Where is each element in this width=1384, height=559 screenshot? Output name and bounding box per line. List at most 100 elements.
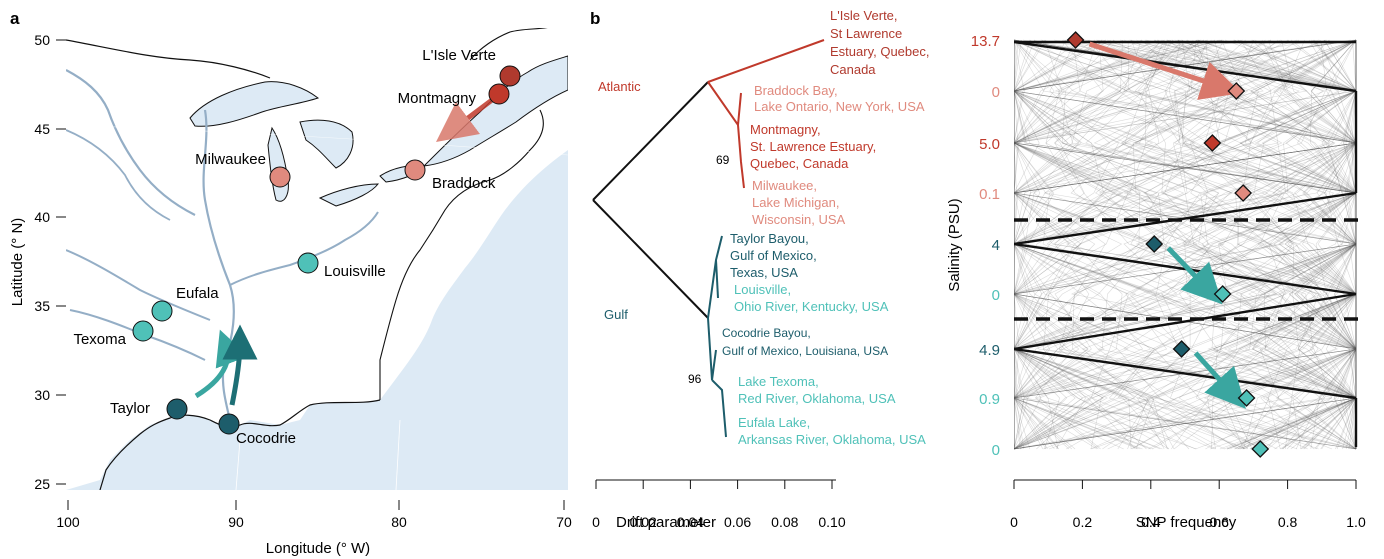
snp-x-tick: 0.2 (1073, 480, 1093, 530)
frequency-point (1237, 389, 1256, 407)
site-cocodrie[interactable]: Cocodrie (218, 413, 296, 447)
salinity-label: 0 (992, 442, 1000, 459)
river-platte (66, 129, 171, 221)
lon-tick: 90 (228, 500, 244, 530)
bootstrap-69: 69 (716, 153, 730, 167)
tick-label: 0.4 (1141, 514, 1161, 530)
coast-northeast (379, 28, 548, 400)
tick-label: 0 (1010, 514, 1018, 530)
svg-text:25: 25 (34, 476, 50, 492)
salinity-label: 4 (992, 237, 1000, 254)
svg-text:L'Isle Verte,: L'Isle Verte, (830, 8, 898, 23)
tip-label-louisville: Louisville, Ohio River, Kentucky, USA (734, 282, 889, 314)
border-north (66, 39, 271, 79)
river-ohio (229, 211, 379, 286)
site-label: Milwaukee (195, 151, 266, 168)
tree-x-axis: 0 0.02 0.04 0.06 0.08 0.10 (592, 479, 846, 530)
migration-arrow-gulf-2 (222, 324, 258, 406)
site-label: Louisville (324, 263, 386, 280)
tree-x-tick: 0.06 (724, 480, 751, 530)
site-label: Cocodrie (236, 430, 296, 447)
tick-label: 0.10 (818, 514, 845, 530)
allele-frequency-points (1066, 31, 1270, 458)
lat-tick: 40 (34, 209, 66, 225)
svg-text:Lake Texoma,: Lake Texoma, (738, 374, 819, 389)
lon-tick: 70 (556, 500, 572, 530)
shift-arrows (1088, 41, 1246, 409)
tip-label-eufala: Eufala Lake, Arkansas River, Oklahoma, U… (738, 415, 926, 447)
salinity-label: 0 (992, 84, 1000, 101)
frequency-point (1066, 31, 1085, 49)
lat-tick: 35 (34, 298, 66, 314)
site-texoma[interactable]: Texoma (73, 320, 154, 348)
frequency-point (1234, 184, 1253, 202)
tick-label: 0.06 (724, 514, 751, 530)
tick-label: 0.2 (1073, 514, 1093, 530)
frequency-point (1213, 285, 1232, 303)
lake-huron (299, 119, 354, 169)
site-braddock[interactable]: Braddock (404, 159, 496, 192)
svg-text:St Lawrence: St Lawrence (830, 26, 902, 41)
lake-superior (189, 81, 320, 127)
shift-arrow (1166, 246, 1223, 305)
svg-text:Texas, USA: Texas, USA (730, 265, 798, 280)
site-label: Eufala (176, 285, 219, 302)
svg-text:50: 50 (34, 32, 50, 48)
map-ylabel: Latitude (° N) (9, 218, 26, 307)
svg-text:30: 30 (34, 387, 50, 403)
tick-label: 0 (592, 514, 600, 530)
svg-text:40: 40 (34, 209, 50, 225)
site-montmagny[interactable]: Montmagny (398, 83, 510, 107)
river-arkansas (66, 249, 211, 321)
map-lat-axis: 50 45 40 35 30 25 (34, 32, 66, 492)
migration-arrow-atlantic (436, 98, 494, 142)
site-taylor[interactable]: Taylor (110, 398, 188, 420)
svg-text:Gulf of Mexico,: Gulf of Mexico, (730, 248, 817, 263)
svg-text:Louisville,: Louisville, (734, 282, 791, 297)
salinity-label: 0 (992, 287, 1000, 304)
allele-trajectories (1014, 39, 1358, 450)
shift-arrow (1193, 351, 1246, 409)
site-label: L'Isle Verte (422, 47, 496, 64)
svg-text:Eufala Lake,: Eufala Lake, (738, 415, 810, 430)
svg-text:70: 70 (556, 514, 572, 530)
frequency-point (1145, 235, 1164, 253)
svg-text:Ohio River, Kentucky, USA: Ohio River, Kentucky, USA (734, 299, 889, 314)
tree-x-tick: 0.08 (771, 480, 799, 530)
snp-x-tick: 0.8 (1278, 480, 1298, 530)
site-eufala[interactable]: Eufala (151, 285, 219, 322)
svg-text:Montmagny,: Montmagny, (750, 122, 821, 137)
lon-tick: 100 (56, 500, 80, 530)
lat-tick: 45 (34, 121, 66, 137)
tree-x-tick: 0.02 (630, 480, 657, 530)
salinity-labels: 13.7 0 5.0 0.1 4 0 4.9 0.9 0 (971, 33, 1000, 459)
lat-tick: 25 (34, 476, 66, 492)
bootstrap-96: 96 (688, 372, 702, 386)
panel-b: b Atlantic Gulf 69 96 L'Isle Verte, St L… (590, 8, 929, 531)
site-label: Texoma (73, 331, 126, 348)
svg-text:St. Lawrence Estuary,: St. Lawrence Estuary, (750, 139, 876, 154)
salinity-label: 4.9 (979, 342, 1000, 359)
tree-x-tick: 0 (592, 480, 600, 530)
shift-arrow (1088, 41, 1242, 100)
site-milwaukee[interactable]: Milwaukee (195, 151, 291, 188)
tip-label-taylor: Taylor Bayou, Gulf of Mexico, Texas, USA (730, 231, 817, 280)
site-label: Montmagny (398, 90, 477, 107)
snp-xlabel: SNP frequency (1136, 514, 1237, 531)
svg-text:90: 90 (228, 514, 244, 530)
clade-gulf: Gulf (604, 307, 628, 322)
panel-a-label: a (10, 9, 20, 28)
tip-label-lisle-verte: L'Isle Verte, St Lawrence Estuary, Quebe… (830, 8, 929, 77)
svg-text:80: 80 (391, 514, 407, 530)
site-lisle-verte[interactable]: L'Isle Verte (422, 47, 521, 87)
panel-a: a (9, 9, 572, 557)
frequency-point (1203, 134, 1222, 152)
svg-text:Taylor Bayou,: Taylor Bayou, (730, 231, 809, 246)
tree-branches (592, 39, 825, 438)
site-louisville[interactable]: Louisville (297, 252, 386, 280)
salinity-label: 5.0 (979, 136, 1000, 153)
tree-x-tick: 0.04 (677, 480, 704, 530)
salinity-label: 0.1 (979, 186, 1000, 203)
tick-label: 0.8 (1278, 514, 1298, 530)
